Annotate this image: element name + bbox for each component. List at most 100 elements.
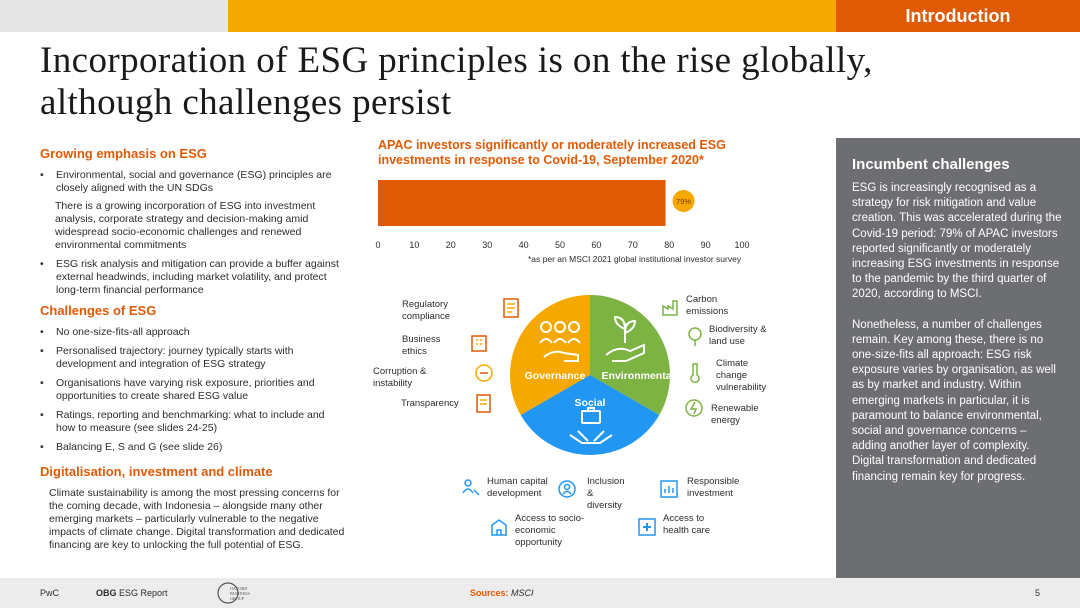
governance-label: Governance	[525, 370, 586, 382]
x-tick-label: 90	[701, 240, 711, 250]
panel-paragraph-2: Nonetheless, a number of challenges rema…	[852, 318, 1056, 483]
paragraph: There is a growing incorporation of ESG …	[55, 200, 316, 251]
chart-title: APAC investors significantly or moderate…	[378, 138, 726, 167]
svg-text:BUSINESS: BUSINESS	[230, 591, 250, 596]
list-item-text: Balancing E, S and G (see slide 26)	[56, 441, 223, 453]
label-socio-economic: Access to socio-economic opportunity	[515, 513, 585, 548]
page-title: Incorporation of ESG principles is on th…	[40, 40, 1000, 124]
label-biodiversity: Biodiversity & land use	[709, 324, 767, 347]
bullet: •	[40, 409, 44, 421]
x-tick-label: 20	[446, 240, 456, 250]
label-carbon-emissions: Carbon emissions	[686, 294, 729, 317]
data-label-badge	[672, 190, 695, 212]
label-renewable-energy: Renewable energy	[711, 403, 759, 426]
left-column: Growing emphasis on ESG • Environmental, …	[40, 147, 345, 552]
bullet: •	[40, 169, 44, 181]
renewable-icon	[685, 399, 703, 417]
list-growing-emphasis: • Environmental, social and governance (E…	[40, 169, 345, 195]
label-business-ethics: Business ethics	[402, 334, 441, 357]
bullet: •	[40, 258, 44, 270]
section-tag: Introduction	[836, 0, 1080, 32]
bullet: •	[40, 441, 44, 453]
heading-digitalisation: Digitalisation, investment and climate	[40, 464, 273, 479]
footer-sources: Sources: MSCI	[470, 588, 534, 598]
checklist-icon	[503, 298, 519, 318]
label-climate-change: Climate change vulnerability	[716, 358, 767, 393]
x-tick-label: 30	[482, 240, 492, 250]
chart-icon	[660, 480, 678, 498]
footer-obg: OBG	[96, 588, 117, 598]
thermometer-icon	[690, 363, 700, 383]
tree-icon	[688, 327, 702, 346]
esg-wheel: Governance Environmental Social	[509, 295, 675, 456]
label-inclusion-diversity: Inclusion & diversity	[587, 476, 625, 511]
label-regulatory-compliance: Regulatory compliance	[402, 299, 451, 322]
environmental-label: Environmental	[602, 370, 675, 382]
list-item-text: ESG risk analysis and mitigation can pro…	[56, 258, 339, 296]
x-tick-label: 100	[734, 240, 749, 250]
environmental-segment	[590, 295, 671, 415]
label-health-care: Access to health care	[663, 513, 711, 536]
community-icon	[491, 519, 507, 536]
x-tick-label: 60	[591, 240, 601, 250]
bar	[378, 180, 666, 226]
plant-hand-icon	[605, 315, 645, 362]
list-item: • Environmental, social and governance (E…	[40, 169, 345, 195]
social-segment	[520, 375, 660, 456]
x-tick-label: 70	[628, 240, 638, 250]
document-icon	[476, 394, 491, 413]
social-label: Social	[575, 397, 606, 409]
data-label: 79%	[676, 197, 691, 206]
footer: PwC OBG ESG Report OXFORD BUSINESS GROUP…	[0, 578, 1080, 608]
incumbent-challenges-panel: Incumbent challenges ESG is increasingly…	[836, 138, 1080, 578]
footer-report-text: ESG Report	[116, 588, 168, 598]
svg-text:OXFORD: OXFORD	[230, 586, 247, 591]
health-icon	[638, 518, 656, 536]
list-item-text: Organisations have varying risk exposure…	[56, 377, 315, 402]
x-tick-label: 40	[519, 240, 529, 250]
factory-icon	[662, 300, 678, 316]
heading-growing-emphasis: Growing emphasis on ESG	[40, 146, 207, 161]
title-line-1: Incorporation of ESG principles is on th…	[40, 40, 873, 81]
heading-challenges: Challenges of ESG	[40, 303, 157, 318]
people-search-icon	[462, 479, 480, 496]
label-transparency: Transparency	[401, 398, 459, 409]
label-corruption-instability: Corruption & instability	[373, 366, 427, 389]
warning-icon	[475, 364, 493, 382]
footer-report-name: OBG ESG Report	[96, 588, 168, 598]
list-item-text: Personalised trajectory: journey typical…	[56, 345, 294, 370]
list-challenges: • No one-size-fits-all approach • Personal…	[40, 326, 345, 454]
paragraph: Climate sustainability is among the most…	[49, 487, 345, 551]
bullet: •	[40, 345, 44, 357]
list-item: • Organisations have varying risk exposur…	[40, 377, 345, 403]
list-item: • Ratings, reporting and benchmarking: wh…	[40, 409, 345, 435]
bullet: •	[40, 326, 44, 338]
x-tick-label: 10	[409, 240, 419, 250]
section-digitalisation: Digitalisation, investment and climate C…	[40, 465, 345, 552]
footer-pwc: PwC	[40, 588, 60, 598]
building-icon	[471, 335, 487, 352]
oxford-business-group-logo: OXFORD BUSINESS GROUP	[217, 582, 250, 604]
list-item-text: No one-size-fits-all approach	[56, 326, 190, 338]
title-line-2: although challenges persist	[40, 82, 452, 123]
section-challenges: Challenges of ESG • No one-size-fits-all …	[40, 304, 345, 454]
people-icon	[539, 321, 581, 362]
list-item: • No one-size-fits-all approach	[40, 326, 345, 339]
x-tick-label: 80	[664, 240, 674, 250]
list-growing-emphasis-2: • ESG risk analysis and mitigation can pr…	[40, 258, 345, 297]
svg-text:GROUP: GROUP	[230, 596, 245, 601]
chart-footnote: *as per an MSCI 2021 global institutiona…	[528, 254, 742, 264]
page-number: 5	[1034, 588, 1040, 598]
diversity-icon	[558, 480, 576, 498]
list-item-text: Ratings, reporting and benchmarking: wha…	[56, 409, 325, 434]
label-human-capital: Human capital development	[487, 476, 548, 499]
sources-value: MSCI	[511, 588, 534, 598]
x-tick-label: 50	[555, 240, 565, 250]
x-tick-label: 0	[375, 240, 380, 250]
top-bar-grey	[0, 0, 228, 32]
list-item-text: Environmental, social and governance (ES…	[56, 169, 332, 194]
sources-label: Sources:	[470, 588, 509, 598]
bar-chart: 79% 0 10 20 30 40 50 60 70 80 90 100	[375, 180, 750, 250]
label-responsible-investment: Responsible investment	[687, 476, 740, 499]
list-item: • Personalised trajectory: journey typica…	[40, 345, 345, 371]
